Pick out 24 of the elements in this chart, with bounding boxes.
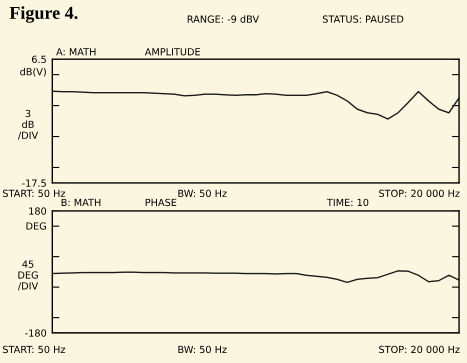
text: STOP: 20 000 Hz xyxy=(379,346,460,354)
text: BW: 50 Hz xyxy=(178,190,227,198)
text: START: 50 Hz xyxy=(2,346,66,354)
text: BW: 50 Hz xyxy=(178,346,227,354)
text: DEG xyxy=(26,222,46,230)
text: RANGE: -9 dBV xyxy=(188,15,260,23)
text: START: 50 Hz xyxy=(2,190,66,198)
y-tick-label: 180 xyxy=(29,207,46,215)
line-series xyxy=(52,90,460,120)
text: A: MATH xyxy=(56,48,96,56)
text: TIME: 10 xyxy=(326,198,368,206)
y-tick-label: -17.5 xyxy=(22,180,46,187)
text: dB(V) xyxy=(20,68,46,77)
y-axis-title: 45 DEG /DIV xyxy=(18,260,38,290)
line-series xyxy=(52,270,460,284)
text: AMPLITUDE xyxy=(144,48,200,56)
y-axis-title: 3 dB /DIV xyxy=(18,110,38,140)
y-tick-label: 6.5 xyxy=(32,56,46,63)
text: STATUS: PAUSED xyxy=(322,15,404,23)
text: STOP: 20 000 Hz xyxy=(379,190,460,198)
text: PHASE xyxy=(146,198,176,206)
chart-title: Figure 4. xyxy=(10,6,78,23)
y-tick-label: -180 xyxy=(25,329,46,337)
text: B: MATH xyxy=(62,198,100,206)
